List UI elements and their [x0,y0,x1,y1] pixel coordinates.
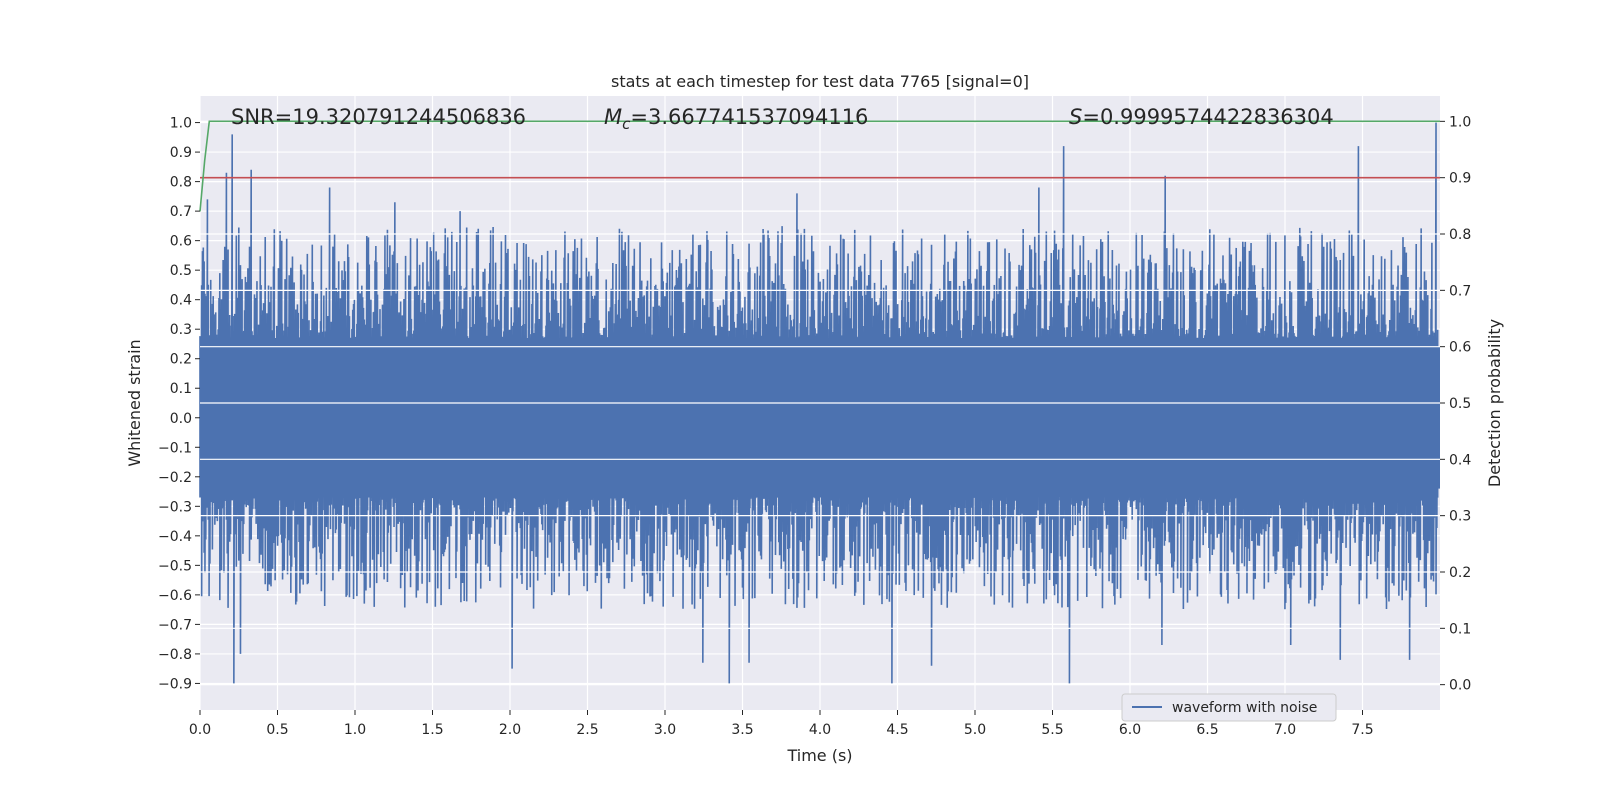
y-tick-label: −0.2 [158,470,192,486]
chirp-mass-symbol: M [604,105,622,129]
y-right-tick-label: 0.4 [1449,452,1471,468]
x-tick-label: 6.0 [1119,722,1141,738]
y-right-tick-label: 0.0 [1449,678,1471,694]
y-tick-label: 0.3 [170,322,192,338]
x-tick-label: 2.5 [576,722,598,738]
x-tick-label: 0.0 [189,722,211,738]
y-tick-label: −0.1 [158,440,192,456]
y-right-tick-label: 0.8 [1449,227,1471,243]
score-annotation: S=0.9999574422836304 [1069,105,1334,129]
score-symbol: S [1069,105,1082,129]
x-tick-label: 4.0 [809,722,831,738]
y-tick-label: −0.3 [158,499,192,515]
y-tick-label: 0.5 [170,263,192,279]
detection-probability-line [199,120,1440,212]
legend-label-waveform: waveform with noise [1172,700,1317,716]
y-right-tick-label: 0.6 [1449,340,1471,356]
x-tick-label: 7.5 [1351,722,1373,738]
y-tick-label: 0.6 [170,234,192,250]
y-right-tick-label: 0.7 [1449,283,1471,299]
y-tick-label: −0.6 [158,588,192,604]
score-value: =0.9999574422836304 [1082,105,1333,129]
y-tick-label: −0.8 [158,647,192,663]
y-tick-label: 0.0 [170,411,192,427]
y-tick-label: −0.7 [158,617,192,633]
chart-title: stats at each timestep for test data 776… [611,72,1029,91]
x-tick-label: 0.5 [266,722,288,738]
y-right-tick-label: 1.0 [1449,114,1471,130]
y-tick-label: −0.9 [158,676,192,692]
x-tick-label: 5.0 [964,722,986,738]
x-tick-label: 1.5 [421,722,443,738]
x-tick-label: 3.0 [654,722,676,738]
y-axis-label-right: Detection probability [1485,319,1504,487]
y-tick-label: −0.4 [158,529,192,545]
right-y-axis: 1.0 0.9 0.8 0.7 0.6 0.5 0.4 0.3 0.2 0.1 0.0 [1440,114,1471,694]
y-tick-label: 0.7 [170,204,192,220]
y-right-tick-label: 0.3 [1449,509,1471,525]
x-tick-label: 5.5 [1041,722,1063,738]
chirp-mass-annotation: Mc=3.667741537094116 [604,105,868,133]
waveform-core [200,346,1440,489]
left-y-axis: 1.0 0.9 0.8 0.7 0.6 0.5 0.4 0.3 0.2 0.1 0.0 −0.1 −0.… [158,116,200,692]
y-tick-label: 1.0 [170,116,192,132]
x-tick-label: 1.0 [344,722,366,738]
y-axis-label-left: Whitened strain [125,339,144,466]
legend: waveform with noise [1121,693,1337,722]
y-tick-label: 0.4 [170,293,192,309]
x-tick-label: 7.0 [1274,722,1296,738]
chirp-mass-subscript: c [622,115,631,133]
y-tick-label: 0.9 [170,145,192,161]
y-tick-label: 0.1 [170,381,192,397]
waveform-series [199,122,1440,684]
y-tick-label: −0.5 [158,558,192,574]
snr-annotation: SNR=19.320791244506836 [231,105,526,129]
x-tick-label: 6.5 [1196,722,1218,738]
legend-box [1121,693,1337,722]
probability-series [199,120,1440,686]
x-tick-label: 2.0 [499,722,521,738]
x-tick-label: 3.5 [731,722,753,738]
chirp-mass-value: =3.667741537094116 [630,105,868,129]
y-right-tick-label: 0.9 [1449,171,1471,187]
y-right-tick-label: 0.5 [1449,396,1471,412]
y-right-tick-label: 0.1 [1449,621,1471,637]
y-tick-label: 0.8 [170,175,192,191]
y-tick-label: 0.2 [170,352,192,368]
x-axis-label: Time (s) [786,746,852,765]
y-right-tick-label: 0.2 [1449,565,1471,581]
x-tick-label: 4.5 [886,722,908,738]
